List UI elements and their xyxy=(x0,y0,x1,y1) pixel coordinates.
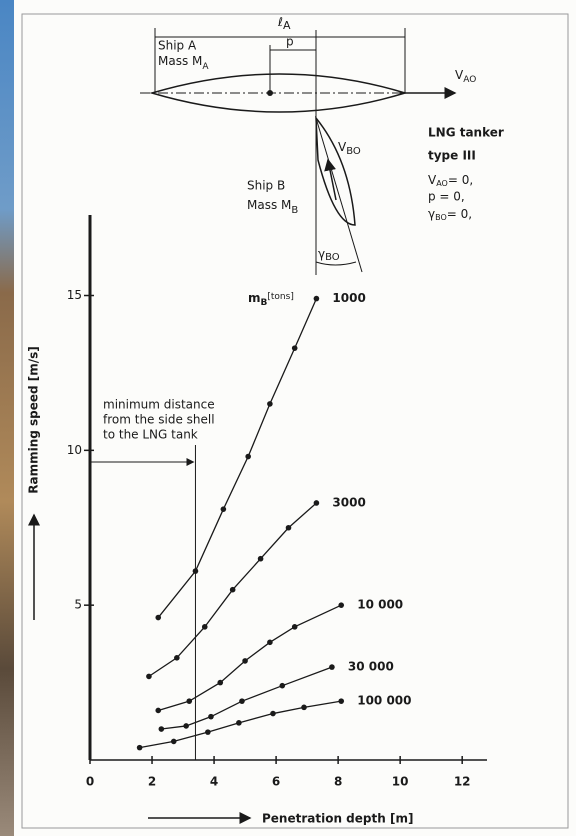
annotation-text: to the LNG tank xyxy=(103,428,198,442)
x-tick-label: 12 xyxy=(454,775,471,789)
label: γ xyxy=(318,247,325,261)
condition: p = 0, xyxy=(428,190,465,204)
data-point xyxy=(202,624,208,630)
data-point xyxy=(292,624,298,630)
y-tick-label: 10 xyxy=(67,443,82,457)
x-tick-label: 4 xyxy=(210,775,218,789)
data-point xyxy=(221,506,227,512)
label-sub: AO xyxy=(436,179,448,188)
data-point xyxy=(230,587,236,593)
data-point xyxy=(159,726,165,732)
y-axis-title: Ramming speed [m/s] xyxy=(27,346,41,494)
data-point xyxy=(267,401,273,407)
x-tick-label: 8 xyxy=(334,775,342,789)
data-point xyxy=(338,602,344,608)
data-point xyxy=(205,729,211,735)
label: Mass M xyxy=(158,54,202,68)
data-point xyxy=(245,454,251,460)
data-point xyxy=(193,568,199,574)
y-tick-label: 15 xyxy=(67,288,82,302)
data-point xyxy=(292,345,298,351)
photo-strip xyxy=(0,0,14,836)
data-point xyxy=(329,664,335,670)
ship-a-label: Ship A xyxy=(158,39,197,53)
data-point xyxy=(137,745,143,751)
data-point xyxy=(270,711,276,717)
label-sub: A xyxy=(283,19,291,32)
label-sub: B xyxy=(291,205,298,216)
data-point xyxy=(239,698,245,704)
series-label: 100 000 xyxy=(357,694,411,708)
data-point xyxy=(183,723,189,729)
data-point xyxy=(279,683,285,689)
label-sub: A xyxy=(202,62,209,72)
data-point xyxy=(171,739,177,745)
data-point xyxy=(174,655,180,661)
y-tick-label: 5 xyxy=(74,598,82,612)
label: [tons] xyxy=(267,292,293,302)
label-sub: BO xyxy=(325,252,340,263)
data-point xyxy=(146,674,152,680)
label: m xyxy=(248,291,261,305)
chart: ℓA p Ship A Mass MA VAO Ship B Mass MB V… xyxy=(0,0,576,836)
data-point xyxy=(267,640,273,646)
data-point xyxy=(155,615,161,621)
data-point xyxy=(338,698,344,704)
data-point xyxy=(286,525,292,531)
series-label: 1000 xyxy=(332,291,365,305)
x-tick-label: 0 xyxy=(86,775,94,789)
tanker-title: LNG tanker xyxy=(428,126,504,140)
data-point xyxy=(186,698,192,704)
label: = 0, xyxy=(447,207,472,221)
ship-b-label: Ship B xyxy=(247,179,285,193)
data-point xyxy=(208,714,214,720)
x-tick-label: 6 xyxy=(272,775,280,789)
data-point xyxy=(314,500,320,506)
series-label: 30 000 xyxy=(348,660,394,674)
data-point xyxy=(314,296,320,302)
label: = 0, xyxy=(448,173,473,187)
annotation-text: minimum distance xyxy=(103,398,215,412)
data-point xyxy=(236,720,242,726)
tanker-type: type III xyxy=(428,149,476,163)
label-sub: BO xyxy=(346,146,361,157)
label: γ xyxy=(428,207,435,221)
data-point xyxy=(301,705,307,711)
label-sub: BO xyxy=(435,213,447,222)
condition: γBO= 0, xyxy=(428,207,472,222)
p-label: p xyxy=(286,35,294,49)
data-point xyxy=(155,708,161,714)
x-axis-title: Penetration depth [m] xyxy=(262,812,413,826)
x-tick-label: 2 xyxy=(148,775,156,789)
annotation-text: from the side shell xyxy=(103,413,215,427)
x-tick-label: 10 xyxy=(392,775,409,789)
label: Mass M xyxy=(247,198,291,212)
data-point xyxy=(258,556,264,562)
series-label: 3000 xyxy=(332,495,365,509)
condition: VAO= 0, xyxy=(428,173,473,188)
series-label: 10 000 xyxy=(357,598,403,612)
data-point xyxy=(242,658,248,664)
label-sub: AO xyxy=(463,75,476,85)
data-point xyxy=(217,680,223,686)
